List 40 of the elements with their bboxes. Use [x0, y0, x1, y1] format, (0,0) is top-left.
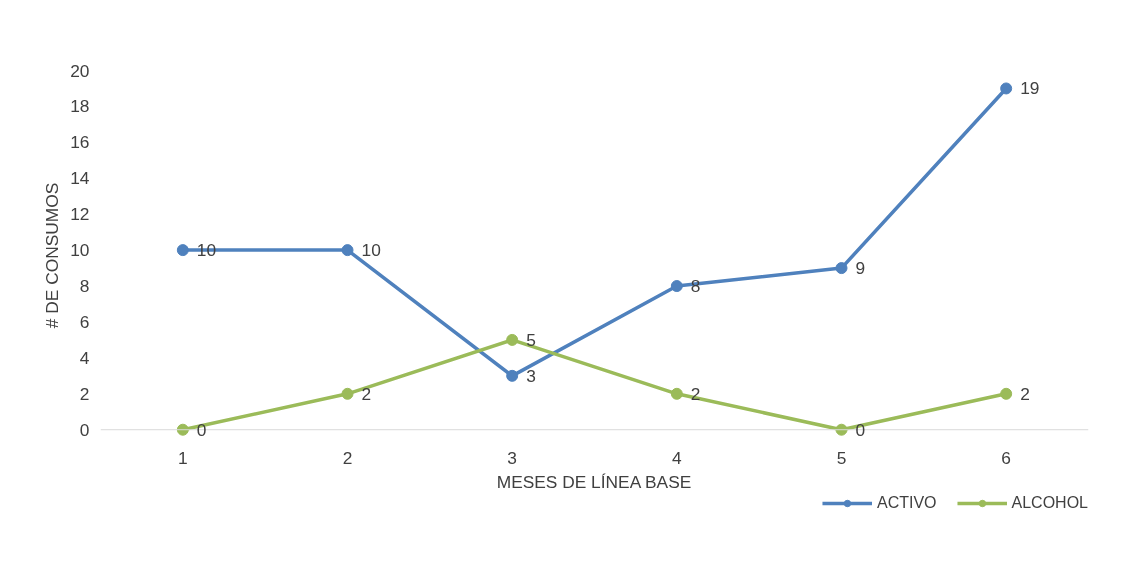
data-label: 3 [526, 365, 536, 386]
y-tick-label: 0 [79, 419, 90, 440]
y-tick-label: 10 [70, 240, 90, 261]
data-label: 10 [361, 240, 381, 261]
data-label: 2 [1020, 383, 1030, 404]
y-tick-label: 20 [70, 60, 90, 81]
point [341, 387, 354, 400]
x-axis-title: MESES DE LÍNEA BASE [496, 471, 692, 492]
y-tick-label: 6 [79, 311, 90, 332]
point [1000, 387, 1013, 400]
x-tick-label: 4 [672, 447, 683, 468]
point [341, 244, 354, 257]
point [835, 262, 848, 275]
x-tick-label: 3 [507, 447, 517, 468]
point [670, 280, 683, 293]
point [1000, 82, 1013, 95]
x-tick-label: 5 [836, 447, 847, 468]
x-tick-label: 1 [178, 447, 188, 468]
y-tick-label: 12 [70, 204, 90, 225]
y-tick-label: 4 [79, 347, 90, 368]
legend-label: ACTIVO [876, 494, 937, 512]
data-label: 5 [526, 329, 536, 350]
point [670, 387, 683, 400]
y-tick-label: 8 [79, 276, 90, 297]
y-tick-label: 18 [70, 96, 90, 117]
data-label: 19 [1020, 78, 1040, 99]
x-tick-label: 6 [1001, 447, 1011, 468]
y-tick-label: 16 [70, 132, 90, 153]
y-tick-label: 14 [70, 168, 90, 189]
point [176, 244, 189, 257]
x-tick-label: 2 [342, 447, 353, 468]
point [506, 333, 519, 346]
point [176, 423, 189, 436]
point [506, 369, 519, 382]
point [835, 423, 848, 436]
y-tick-label: 2 [79, 383, 90, 404]
legend-label: ALCOHOL [1011, 494, 1088, 512]
data-label: 9 [855, 258, 866, 279]
data-label: 2 [361, 383, 372, 404]
y-axis-title: # DE CONSUMOS [42, 182, 63, 329]
